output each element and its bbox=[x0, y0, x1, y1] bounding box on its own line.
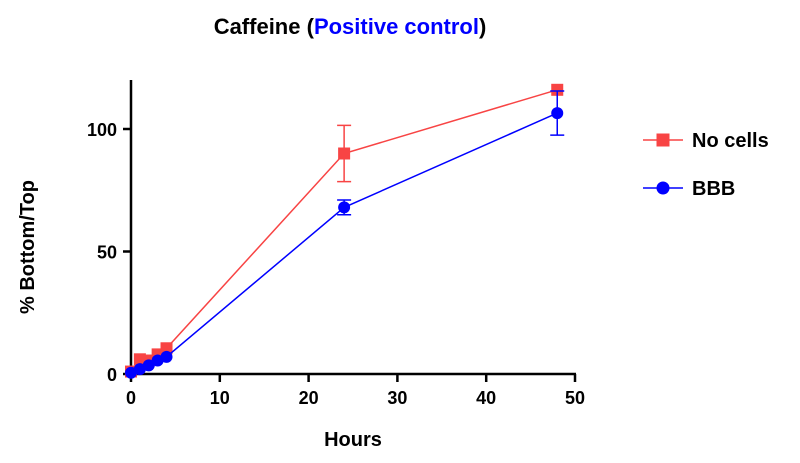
y-tick-label: 100 bbox=[87, 120, 117, 140]
y-axis-label: % Bottom/Top bbox=[17, 180, 39, 314]
data-point bbox=[551, 83, 564, 96]
title-part: ) bbox=[479, 14, 486, 39]
data-point bbox=[338, 201, 351, 214]
x-tick-label: 0 bbox=[126, 388, 136, 408]
x-tick-label: 20 bbox=[299, 388, 319, 408]
x-tick-label: 30 bbox=[387, 388, 407, 408]
legend-marker bbox=[656, 181, 670, 195]
legend-label: No cells bbox=[692, 130, 769, 152]
data-point bbox=[551, 107, 564, 120]
data-point bbox=[338, 147, 351, 160]
title-part: Positive control bbox=[314, 14, 479, 39]
title-part: Caffeine ( bbox=[214, 14, 315, 39]
legend-marker bbox=[656, 133, 670, 147]
chart-title: Caffeine (Positive control) bbox=[214, 14, 487, 39]
y-tick-label: 50 bbox=[97, 243, 117, 263]
x-tick-label: 10 bbox=[210, 388, 230, 408]
x-axis-label: Hours bbox=[324, 429, 382, 451]
data-point bbox=[160, 350, 173, 363]
data-point bbox=[160, 342, 173, 355]
legend-label: BBB bbox=[692, 178, 735, 200]
y-tick-label: 0 bbox=[107, 365, 117, 385]
data-point bbox=[142, 359, 155, 372]
x-tick-label: 40 bbox=[476, 388, 496, 408]
plot-area: 0 10 20 30 40 50 0 50 100 Hours % Bottom/Top No cel… bbox=[17, 80, 769, 451]
x-tick-label: 50 bbox=[565, 388, 585, 408]
